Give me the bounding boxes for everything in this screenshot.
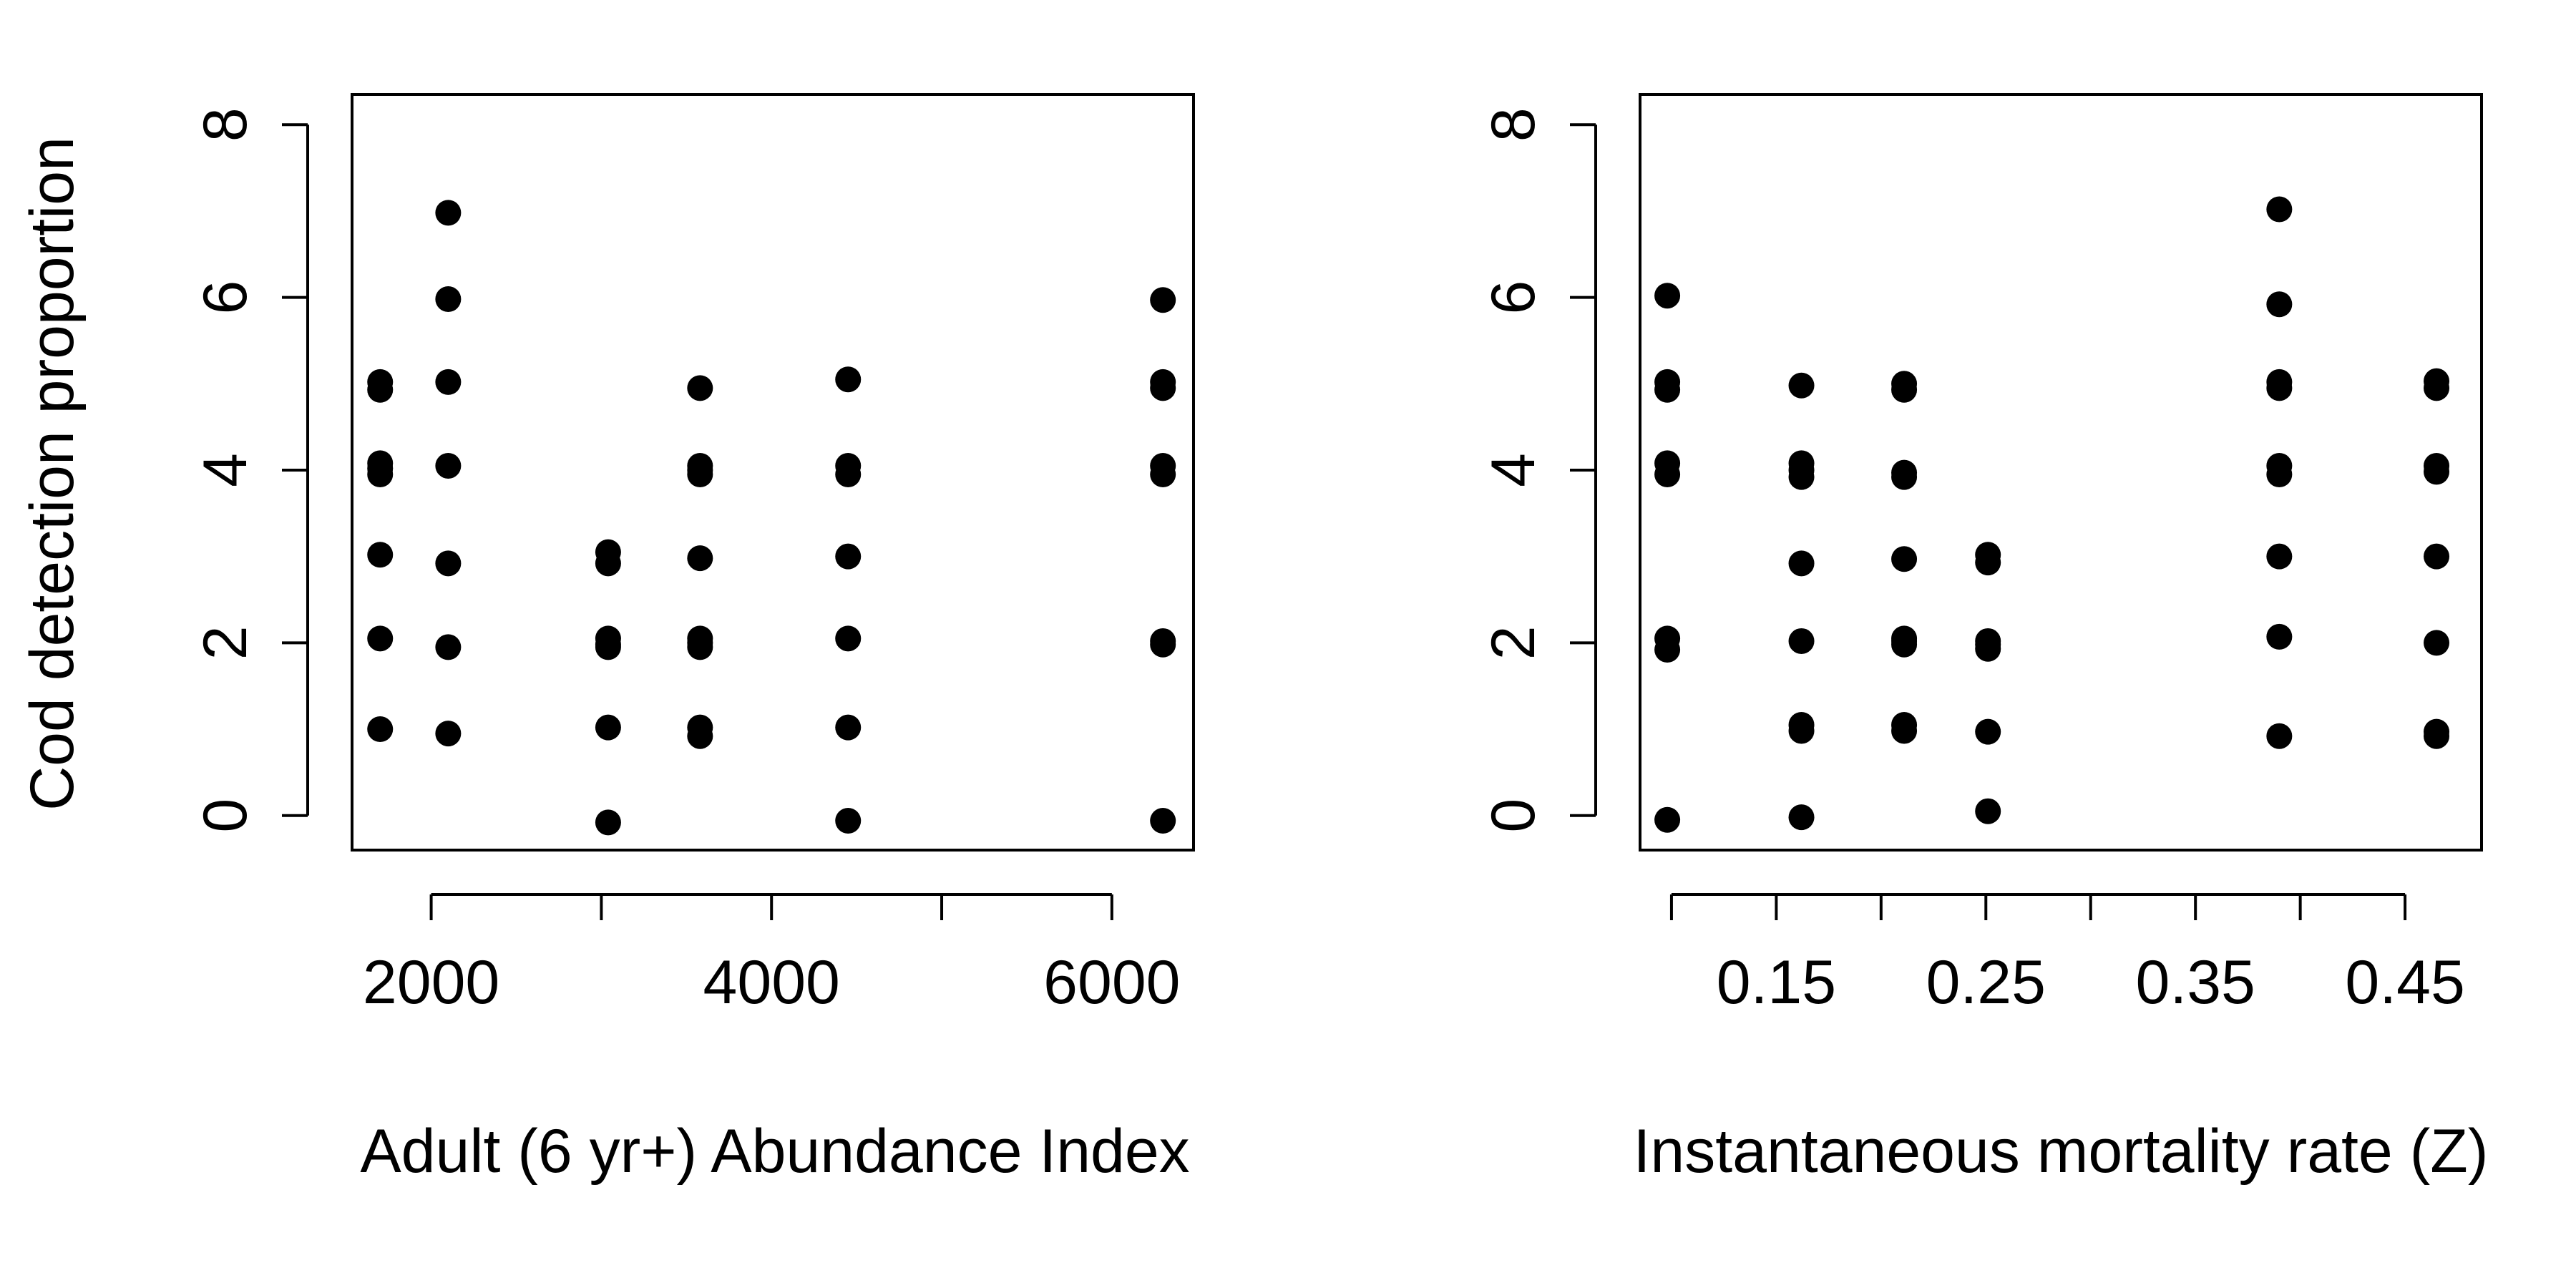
data-point (435, 369, 462, 395)
data-point (435, 286, 462, 313)
y-tick-label: 4 (191, 453, 260, 487)
x-axis-label: Adult (6 yr+) Abundance Index (360, 1117, 1189, 1186)
data-point (687, 545, 713, 572)
axes-group: 0 2 4 6 8 2000 4000 6000 (191, 93, 1195, 1017)
x-axis-label: Instantaneous mortality rate (Z) (1634, 1117, 2489, 1186)
data-point (367, 369, 394, 395)
data-point (1150, 807, 1176, 834)
data-point (2424, 543, 2450, 570)
data-point (367, 455, 394, 482)
data-point (2266, 623, 2293, 650)
data-point (1975, 718, 2001, 745)
panel-right: 0 2 4 6 8 0.15 0.25 0.35 0.45 Instantaneous mort… (1479, 93, 2489, 1186)
data-point (1788, 457, 1815, 483)
data-point (367, 625, 394, 652)
plot-frame (351, 93, 1195, 852)
data-point (2266, 369, 2293, 395)
data-point (1654, 283, 1681, 309)
data-point (2424, 718, 2450, 745)
y-tick-label: 0 (191, 799, 260, 833)
data-point (1788, 804, 1815, 831)
data-point (1788, 550, 1815, 577)
x-tick-label: 0.45 (2345, 948, 2464, 1017)
data-point (2266, 723, 2293, 749)
y-tick-label: 8 (191, 107, 260, 142)
y-tick-label: 6 (1479, 280, 1548, 315)
data-point (1891, 371, 1918, 397)
data-point (1975, 798, 2001, 824)
data-point (435, 550, 462, 577)
data-point (435, 452, 462, 479)
data-point (1891, 546, 1918, 572)
data-point (835, 452, 862, 479)
data-point (435, 200, 462, 226)
points-group (367, 200, 1176, 836)
data-point (835, 543, 862, 570)
data-point (1788, 712, 1815, 738)
axes-group: 0 2 4 6 8 0.15 0.25 0.35 0.45 (1479, 93, 2483, 1017)
y-tick-label: 2 (191, 625, 260, 660)
x-tick-label: 4000 (703, 948, 840, 1017)
data-point (687, 457, 713, 483)
data-point (835, 807, 862, 834)
data-point (1150, 369, 1176, 395)
data-point (2266, 196, 2293, 223)
data-point (595, 809, 621, 836)
data-point (367, 542, 394, 568)
data-point (687, 630, 713, 656)
data-point (2266, 452, 2293, 479)
data-point (687, 375, 713, 401)
data-point (2266, 543, 2293, 570)
data-point (1150, 287, 1176, 313)
data-point (1654, 369, 1681, 395)
data-point (1654, 806, 1681, 833)
data-point (687, 714, 713, 741)
x-tick-label: 6000 (1043, 948, 1180, 1017)
y-tick-label: 8 (1479, 107, 1548, 142)
data-point (1975, 542, 2001, 568)
data-point (1150, 628, 1176, 654)
data-point (1654, 450, 1681, 477)
y-axis-label: Cod detection proportion (18, 137, 87, 811)
x-tick-label: 0.15 (1717, 948, 1836, 1017)
data-point (1891, 712, 1918, 738)
data-point (2424, 368, 2450, 394)
data-point (1788, 372, 1815, 399)
y-tick-label: 0 (1479, 799, 1548, 833)
x-tick-label: 0.35 (2135, 948, 2255, 1017)
data-point (2424, 452, 2450, 479)
data-point (595, 539, 621, 565)
data-point (2424, 630, 2450, 656)
data-point (1975, 631, 2001, 658)
data-point (595, 714, 621, 741)
data-point (835, 625, 862, 652)
data-point (1891, 628, 1918, 654)
x-tick-label: 2000 (363, 948, 499, 1017)
data-point (1150, 452, 1176, 479)
points-group (1654, 196, 2450, 833)
y-tick-label: 2 (1479, 625, 1548, 660)
y-tick-label: 6 (191, 280, 260, 315)
data-point (1788, 628, 1815, 654)
data-point (835, 714, 862, 741)
data-point (595, 631, 621, 658)
data-point (1654, 625, 1681, 652)
y-tick-label: 4 (1479, 453, 1548, 487)
panel-left: 0 2 4 6 8 2000 4000 6000 Adult (6 yr+) Abundanc… (191, 93, 1195, 1186)
data-point (367, 716, 394, 743)
data-point (835, 366, 862, 393)
data-point (435, 721, 462, 747)
data-point (2266, 291, 2293, 318)
data-point (1891, 459, 1918, 486)
plot-frame (1639, 93, 2483, 852)
x-tick-label: 0.25 (1926, 948, 2046, 1017)
data-point (435, 634, 462, 660)
